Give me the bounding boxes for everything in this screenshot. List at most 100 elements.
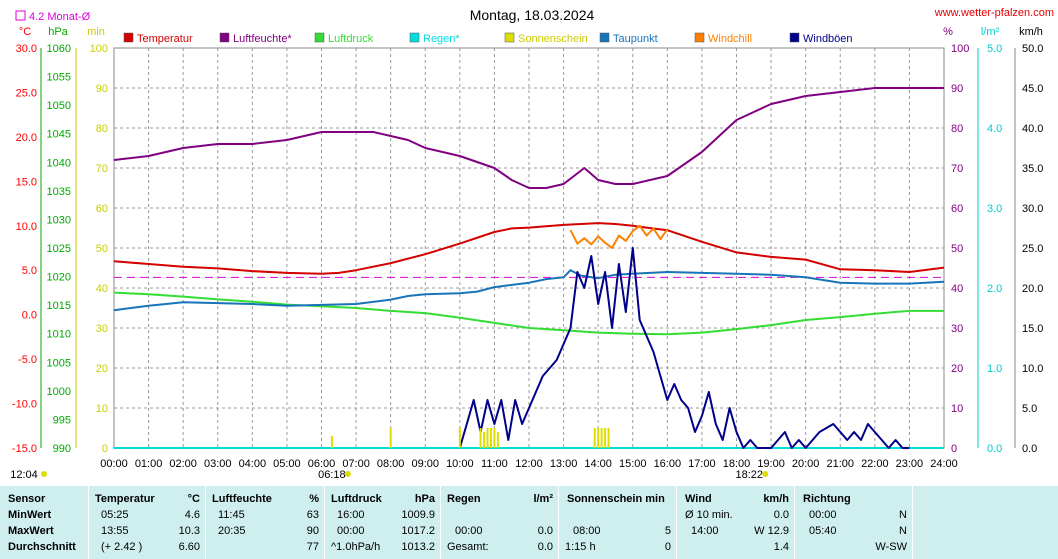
- sunshine-bar: [604, 428, 607, 448]
- temperature-avg-value: 6.60: [178, 541, 200, 553]
- sunshine-tick-label: 0: [102, 443, 108, 455]
- humidity-max-time: 20:35: [218, 525, 246, 537]
- wind-avg-value: 1.4: [773, 541, 789, 553]
- pressure-tick-label: 1060: [47, 43, 71, 55]
- monthly-average-swatch: [15, 10, 26, 21]
- wind-tick-label: 15.0: [1022, 323, 1043, 335]
- legend-label: Temperatur: [137, 33, 193, 45]
- pressure-tick-label: 1035: [47, 186, 71, 198]
- row-labels-column: Sensor MinWert MaxWert Durchschnitt: [0, 486, 88, 559]
- sensor-label: Sensor: [8, 493, 46, 505]
- humidity-tick-label: 40: [951, 283, 963, 295]
- series-line-windböen: [458, 247, 910, 449]
- direction-avg-value: W-SW: [875, 541, 907, 553]
- sunshine-bar: [389, 428, 392, 448]
- wind-unit: km/h: [1019, 26, 1043, 38]
- sunshine-bar: [607, 428, 610, 448]
- temperature-tick-label: 30.0: [16, 43, 37, 55]
- wind-column: Wind km/h Ø 10 min. 0.0 14:00 W 12.9 1.4: [676, 486, 795, 559]
- temperature-trend: (+ 2.42 ): [101, 541, 143, 553]
- legend-label: Taupunkt: [613, 33, 658, 45]
- time-tick-label: 20:00: [792, 458, 820, 470]
- rain-head: Regen: [447, 493, 481, 505]
- rain-tick-label: 3.0: [987, 203, 1002, 215]
- rain-tick-label: 1.0: [987, 363, 1002, 375]
- time-tick-label: 09:00: [411, 458, 439, 470]
- legend-label: Windchill: [708, 33, 752, 45]
- sunshine-head: Sonnenschein min: [567, 493, 665, 505]
- temperature-tick-label: -10.0: [12, 399, 37, 411]
- rain-tick-label: 0.0: [987, 443, 1002, 455]
- direction-min-value: N: [899, 509, 907, 521]
- direction-min-time: 00:00: [809, 509, 837, 521]
- series-line-taupunkt: [113, 269, 945, 312]
- pressure-tick-label: 1040: [47, 157, 71, 169]
- legend-label: Luftfeuchte*: [233, 33, 292, 45]
- temperature-min-time: 05:25: [101, 509, 129, 521]
- chart-svg: 00:00 01:00 02:00 03:00 04:00 05:00 06:00 07:00…: [10, 7, 1054, 481]
- direction-column: Richtung 00:00 N 05:40 N W-SW: [794, 486, 913, 559]
- footer-sun-marker: [41, 471, 47, 477]
- time-tick-label: 05:00: [273, 458, 301, 470]
- pressure-tick-label: 1005: [47, 357, 71, 369]
- humidity-tick-label: 20: [951, 363, 963, 375]
- series-line-temperatur: [113, 222, 945, 275]
- time-tick-label: 22:00: [861, 458, 889, 470]
- sunshine-bar: [486, 428, 489, 448]
- time-tick-label: 19:00: [757, 458, 785, 470]
- sunshine-bar: [479, 428, 482, 448]
- sunshine-bar: [489, 428, 492, 448]
- sunset-label: 18:22: [736, 469, 764, 481]
- legend-swatch: [123, 32, 134, 43]
- sunshine-bar: [330, 436, 333, 448]
- legend-label: Sonnenschein: [518, 33, 588, 45]
- humidity-tick-label: 0: [951, 443, 957, 455]
- rain-unit: l/m²: [981, 26, 1000, 38]
- temperature-unit: °C: [187, 493, 200, 505]
- temperature-max-value: 10.3: [178, 525, 200, 537]
- sunshine-tick-label: 30: [96, 323, 108, 335]
- temperature-tick-label: 15.0: [16, 176, 37, 188]
- wind-tick-label: 40.0: [1022, 123, 1043, 135]
- time-tick-label: 13:00: [550, 458, 578, 470]
- direction-head: Richtung: [803, 493, 851, 505]
- sunshine-tick-label: 80: [96, 123, 108, 135]
- rain-tick-label: 5.0: [987, 43, 1002, 55]
- time-tick-label: 21:00: [826, 458, 854, 470]
- temperature-column: Temperatur °C 05:25 4.6 13:55 10.3 (+ 2.…: [88, 486, 206, 559]
- website-label: www.wetter-pfalzen.com: [934, 7, 1054, 19]
- pressure-tick-label: 1050: [47, 100, 71, 112]
- temperature-tick-label: 5.0: [22, 265, 37, 277]
- wind-max-value: W 12.9: [754, 525, 789, 537]
- time-tick-label: 08:00: [377, 458, 405, 470]
- series-line-windchill: [569, 224, 669, 249]
- rain-total-label: Gesamt:: [447, 541, 489, 553]
- sunshine-tick-label: 50: [96, 243, 108, 255]
- sunrise-marker: [344, 471, 351, 477]
- sunset-marker: [762, 471, 769, 477]
- pressure-avg-value: 1013.2: [401, 541, 435, 553]
- sunshine-bar: [483, 432, 486, 448]
- wind-tick-label: 0.0: [1022, 443, 1037, 455]
- sunshine-bar: [458, 428, 461, 448]
- wind-avg10-value: 0.0: [773, 509, 789, 521]
- time-tick-label: 11:00: [481, 458, 508, 470]
- wind-max-time: 14:00: [691, 525, 719, 537]
- time-tick-label: 03:00: [204, 458, 232, 470]
- wind-unit: km/h: [763, 493, 789, 505]
- pressure-unit: hPa: [414, 493, 435, 505]
- temperature-tick-label: 0.0: [22, 310, 37, 322]
- legend-label: Regen*: [423, 33, 460, 45]
- wind-tick-label: 45.0: [1022, 83, 1043, 95]
- wind-avg10-label: Ø 10 min.: [685, 509, 733, 521]
- humidity-unit: %: [943, 26, 953, 38]
- time-tick-label: 06:00: [308, 458, 336, 470]
- humidity-tick-label: 90: [951, 83, 963, 95]
- sunshine-tick-label: 40: [96, 283, 108, 295]
- humidity-tick-label: 10: [951, 403, 963, 415]
- pressure-tick-label: 1010: [47, 329, 71, 341]
- humidity-max-value: 90: [306, 525, 319, 537]
- pressure-tick-label: 1030: [47, 214, 71, 226]
- pressure-tick-label: 995: [53, 414, 71, 426]
- humidity-tick-label: 60: [951, 203, 963, 215]
